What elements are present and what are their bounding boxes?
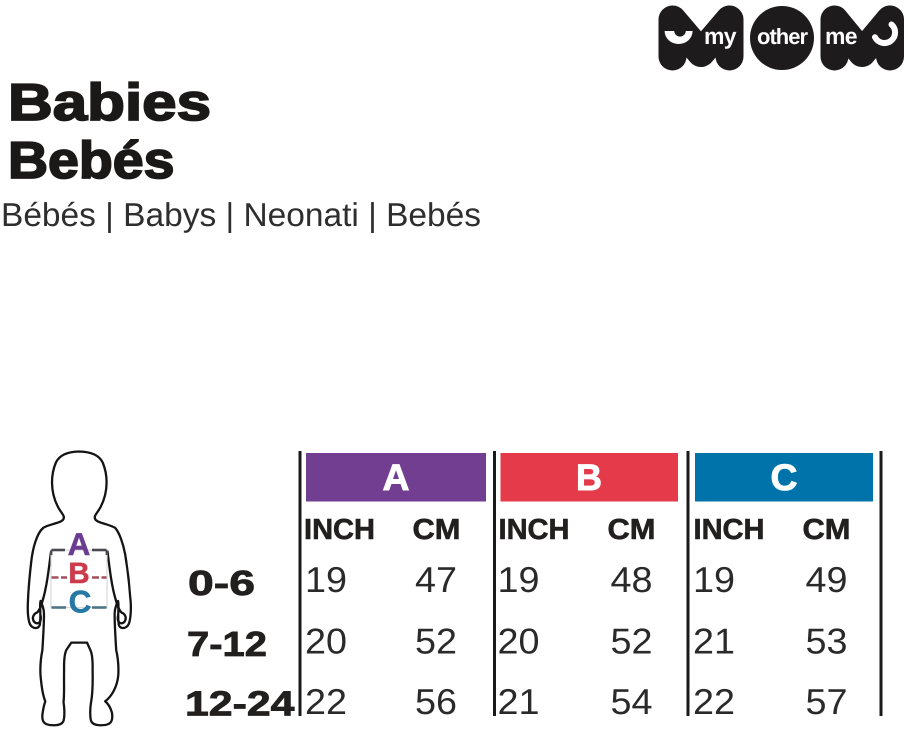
- svg-text:21: 21: [498, 681, 540, 722]
- svg-text:CM: CM: [803, 514, 851, 546]
- svg-text:19: 19: [305, 559, 347, 600]
- svg-text:C: C: [771, 457, 798, 498]
- svg-text:Bebés: Bebés: [8, 132, 175, 190]
- svg-text:47: 47: [415, 559, 457, 600]
- svg-text:my: my: [704, 23, 737, 49]
- svg-text:INCH: INCH: [499, 514, 570, 546]
- svg-text:0-6: 0-6: [188, 564, 255, 603]
- svg-text:57: 57: [806, 681, 848, 722]
- svg-text:20: 20: [498, 621, 540, 662]
- svg-text:Babies: Babies: [8, 74, 211, 132]
- svg-text:other: other: [757, 24, 808, 49]
- svg-text:A: A: [383, 457, 410, 498]
- svg-text:22: 22: [305, 681, 347, 722]
- svg-text:12-24: 12-24: [185, 685, 295, 724]
- svg-text:56: 56: [415, 681, 457, 722]
- svg-text:20: 20: [305, 621, 347, 662]
- svg-text:52: 52: [611, 621, 653, 662]
- svg-text:CM: CM: [608, 514, 656, 546]
- svg-text:54: 54: [611, 681, 653, 722]
- svg-text:B: B: [576, 457, 602, 498]
- svg-text:7-12: 7-12: [187, 625, 267, 664]
- svg-text:19: 19: [693, 559, 735, 600]
- svg-text:A: A: [68, 526, 91, 562]
- svg-text:52: 52: [415, 621, 457, 662]
- svg-text:48: 48: [611, 559, 653, 600]
- svg-text:Bébés | Babys | Neonati | Bebé: Bébés | Babys | Neonati | Bebés: [1, 196, 481, 233]
- svg-text:me: me: [825, 23, 857, 49]
- svg-text:19: 19: [498, 559, 540, 600]
- svg-text:C: C: [69, 584, 92, 620]
- svg-text:B: B: [68, 557, 89, 590]
- svg-text:INCH: INCH: [304, 514, 375, 546]
- svg-text:CM: CM: [413, 514, 461, 546]
- svg-text:49: 49: [806, 559, 848, 600]
- svg-text:53: 53: [806, 621, 848, 662]
- svg-text:21: 21: [693, 621, 735, 662]
- svg-text:22: 22: [693, 681, 735, 722]
- svg-text:INCH: INCH: [694, 514, 765, 546]
